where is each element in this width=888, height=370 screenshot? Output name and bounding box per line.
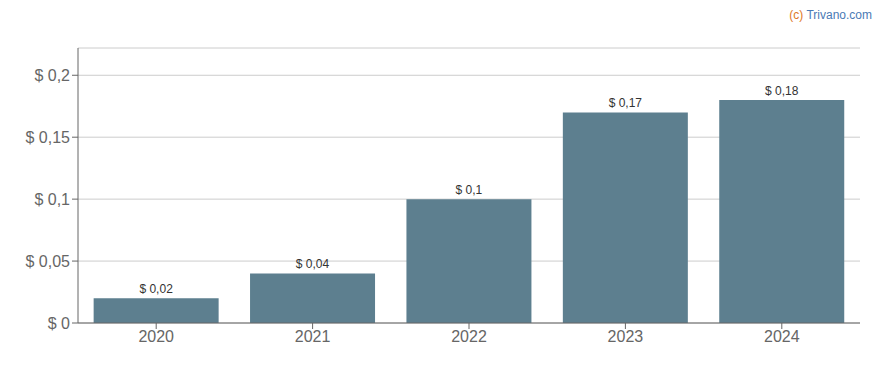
svg-text:$ 0,1: $ 0,1 [34,191,70,208]
svg-text:$ 0,04: $ 0,04 [296,257,330,271]
svg-text:2023: 2023 [608,328,644,345]
svg-text:2020: 2020 [138,328,174,345]
svg-text:$ 0,2: $ 0,2 [34,67,70,84]
svg-text:$ 0,02: $ 0,02 [139,282,173,296]
svg-text:2024: 2024 [764,328,800,345]
html-text:(c) Trivano.com: (c) Trivano.com [789,8,872,22]
svg-text:2021: 2021 [295,328,331,345]
svg-text:$ 0,1: $ 0,1 [456,183,483,197]
svg-text:$ 0,15: $ 0,15 [26,129,71,146]
svg-text:$ 0,05: $ 0,05 [26,253,71,270]
svg-text:2022: 2022 [451,328,487,345]
svg-text:$ 0,17: $ 0,17 [609,96,643,110]
svg-text:$ 0,18: $ 0,18 [765,84,799,98]
svg-text:$ 0: $ 0 [48,315,70,332]
